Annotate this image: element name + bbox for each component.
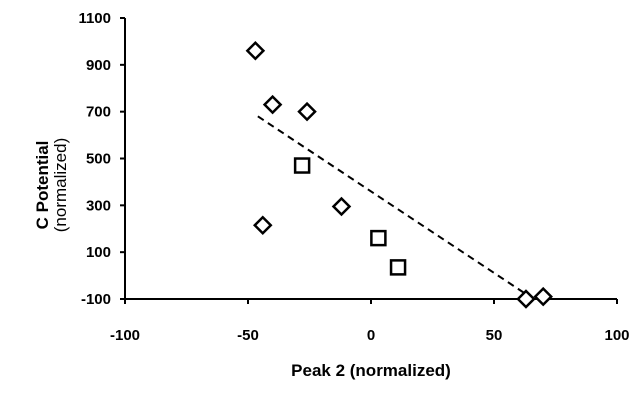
x-axis-title: Peak 2 (normalized) — [291, 361, 451, 380]
x-tick-label: -100 — [110, 327, 140, 344]
y-tick-label: 900 — [86, 57, 111, 74]
diamond-point — [331, 196, 352, 217]
square-point — [389, 259, 407, 276]
diamond-point — [516, 289, 536, 309]
y-tick-label: 700 — [86, 104, 111, 121]
diamond-point — [245, 41, 266, 61]
y-ticks: -100 100 300 500 700 900 1100 — [78, 10, 125, 308]
y-tick-label: 500 — [86, 151, 111, 168]
axes — [124, 18, 617, 300]
x-tick-label: 50 — [486, 327, 503, 344]
y-axis-title-sub: (normalized) — [51, 138, 70, 232]
diamond-point — [297, 101, 317, 122]
x-tick-label: 0 — [367, 327, 375, 344]
diamond-point — [533, 286, 553, 307]
y-tick-label: 300 — [86, 197, 111, 214]
y-axis-title: C Potential — [33, 141, 52, 230]
x-tick-label: 100 — [604, 327, 629, 344]
square-point — [293, 157, 311, 174]
y-axis-title-group: C Potential (normalized) — [33, 138, 70, 232]
diamond-point — [262, 94, 283, 115]
data-points — [245, 41, 553, 309]
diamond-point — [252, 215, 273, 236]
square-point — [370, 229, 387, 247]
y-tick-label: 1100 — [78, 10, 111, 27]
y-tick-label: 100 — [86, 244, 111, 261]
y-tick-label: -100 — [81, 291, 111, 308]
x-ticks: -100 -50 0 50 100 — [110, 299, 630, 344]
x-tick-label: -50 — [237, 327, 259, 344]
